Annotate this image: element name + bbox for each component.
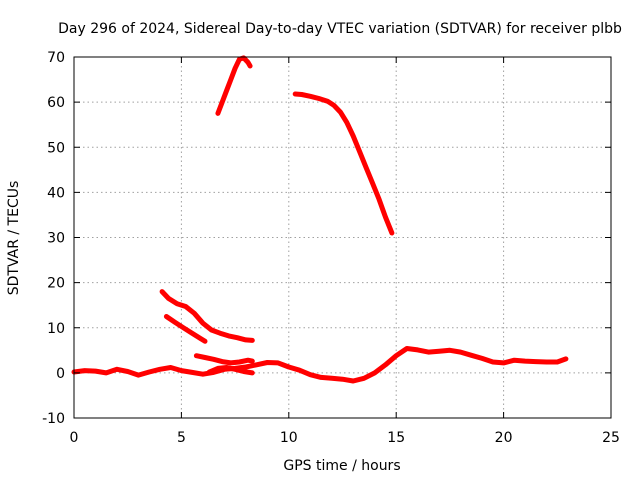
y-tick-labels: -10 0 10 20 30 40 50 60 70 bbox=[42, 50, 65, 427]
y-tick-label: 30 bbox=[47, 231, 65, 247]
series-arc-1 bbox=[215, 55, 253, 116]
x-tick-label: 15 bbox=[387, 430, 405, 446]
series-arc-2 bbox=[292, 91, 395, 236]
y-tick-label: 0 bbox=[56, 366, 65, 382]
x-tick-label: 5 bbox=[177, 430, 186, 446]
series-arc-3 bbox=[159, 289, 255, 343]
x-tick-label: 25 bbox=[602, 430, 620, 446]
y-tick-label: 70 bbox=[47, 50, 65, 66]
axis-ticks bbox=[73, 56, 612, 419]
y-tick-label: 20 bbox=[47, 276, 65, 292]
y-tick-label: 10 bbox=[47, 321, 65, 337]
series-arc-5 bbox=[193, 353, 255, 366]
y-tick-label: -10 bbox=[42, 411, 65, 427]
y-tick-label: 50 bbox=[47, 140, 65, 156]
x-tick-label: 20 bbox=[495, 430, 513, 446]
series-arc-4 bbox=[163, 314, 208, 344]
x-axis-label: GPS time / hours bbox=[283, 458, 400, 474]
y-tick-label: 60 bbox=[47, 95, 65, 111]
series-arc-7 bbox=[71, 346, 569, 384]
x-tick-label: 10 bbox=[280, 430, 298, 446]
chart-title: Day 296 of 2024, Sidereal Day-to-day VTE… bbox=[58, 21, 622, 37]
y-axis-label: SDTVAR / TECUs bbox=[6, 181, 22, 296]
x-tick-labels: 0 5 10 15 20 25 bbox=[70, 430, 620, 446]
data-series bbox=[71, 55, 569, 384]
y-tick-label: 40 bbox=[47, 185, 65, 201]
x-tick-label: 0 bbox=[70, 430, 79, 446]
